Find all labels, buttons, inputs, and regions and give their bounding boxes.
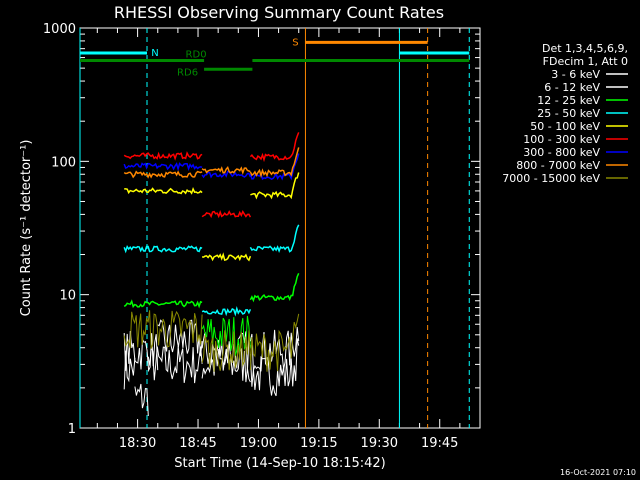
marker-label-s: S [292,37,298,48]
series-segment [123,310,203,349]
series-segment [249,224,300,253]
series-segment [249,132,300,163]
series-segment [249,153,300,181]
legend-label-6-12-kev: 6 - 12 keV [544,81,600,94]
series-segment [123,170,203,179]
y-tick-label: 1 [68,422,76,437]
series-segment [201,209,252,219]
series-300-800-kev [123,153,300,181]
legend-label-3-6-kev: 3 - 6 keV [551,68,600,81]
series-25-50-kev [123,224,300,317]
series-segment [201,170,252,179]
series-segment [201,330,251,372]
legend-label-50-100-kev: 50 - 100 keV [530,120,600,133]
series-segment [250,172,300,200]
series-segment [249,313,300,372]
footer-date: 16-Oct-2021 07:10 [560,468,636,477]
legend-label-100-300-kev: 100 - 300 keV [523,133,600,146]
series-segment [249,338,300,397]
series-100-300-kev [123,132,300,219]
legend-label-12-25-kev: 12 - 25 keV [537,94,600,107]
series-segment [147,345,203,384]
x-tick-label: 19:30 [361,436,398,451]
series-segment [249,147,300,179]
series-segment [123,244,203,254]
chart-title: RHESSI Observing Summary Count Rates [114,3,444,22]
marker-label-n: N [151,48,158,59]
series-segment [124,187,203,195]
series-segment [201,306,252,317]
series-segment [123,151,203,161]
x-tick-label: 19:15 [300,436,337,451]
x-tick-label: 19:00 [240,436,277,451]
series-segment [249,327,300,372]
marker-label-rd6: RD6 [177,67,198,78]
x-tick-label: 18:45 [179,436,216,451]
series-segment [202,252,252,262]
y-tick-label: 10 [59,289,76,304]
legend-header-line-2: FDecim 1, Att 0 [543,55,628,68]
x-tick-label: 18:30 [119,436,156,451]
legend-header-line-1: Det 1,3,4,5,6,9, [542,42,628,55]
series-segment [123,299,203,309]
x-tick-label: 19:45 [421,436,458,451]
series-3-6-kev [123,338,300,417]
series-segment [134,383,149,417]
series-segment [157,319,203,357]
series-segment [201,165,251,176]
legend-label-800-7000-kev: 800 - 7000 keV [516,159,600,172]
series-segment [249,272,300,303]
series-800-7000-kev [123,147,300,179]
legend-label-300-800-kev: 300 - 800 keV [523,146,600,159]
series-segment [123,162,203,172]
y-axis-label: Count Rate (s⁻¹ detector⁻¹) [19,140,34,317]
legend-label-25-50-kev: 25 - 50 keV [537,107,600,120]
marker-label-rd0: RD0 [186,50,207,61]
x-axis-label: Start Time (14-Sep-10 18:15:42) [174,456,385,471]
series-segment [201,345,251,383]
legend-label-7000-15000-kev: 7000 - 15000 keV [502,172,600,185]
plot-area: 1 10 100 1000 18:30 18:45 19:00 19:15 19:30 19:45… [43,22,481,451]
series-7000-15000-kev [123,310,300,372]
y-tick-label: 1000 [43,22,76,37]
series-50-100-kev [124,172,300,262]
y-tick-label: 100 [51,155,76,170]
